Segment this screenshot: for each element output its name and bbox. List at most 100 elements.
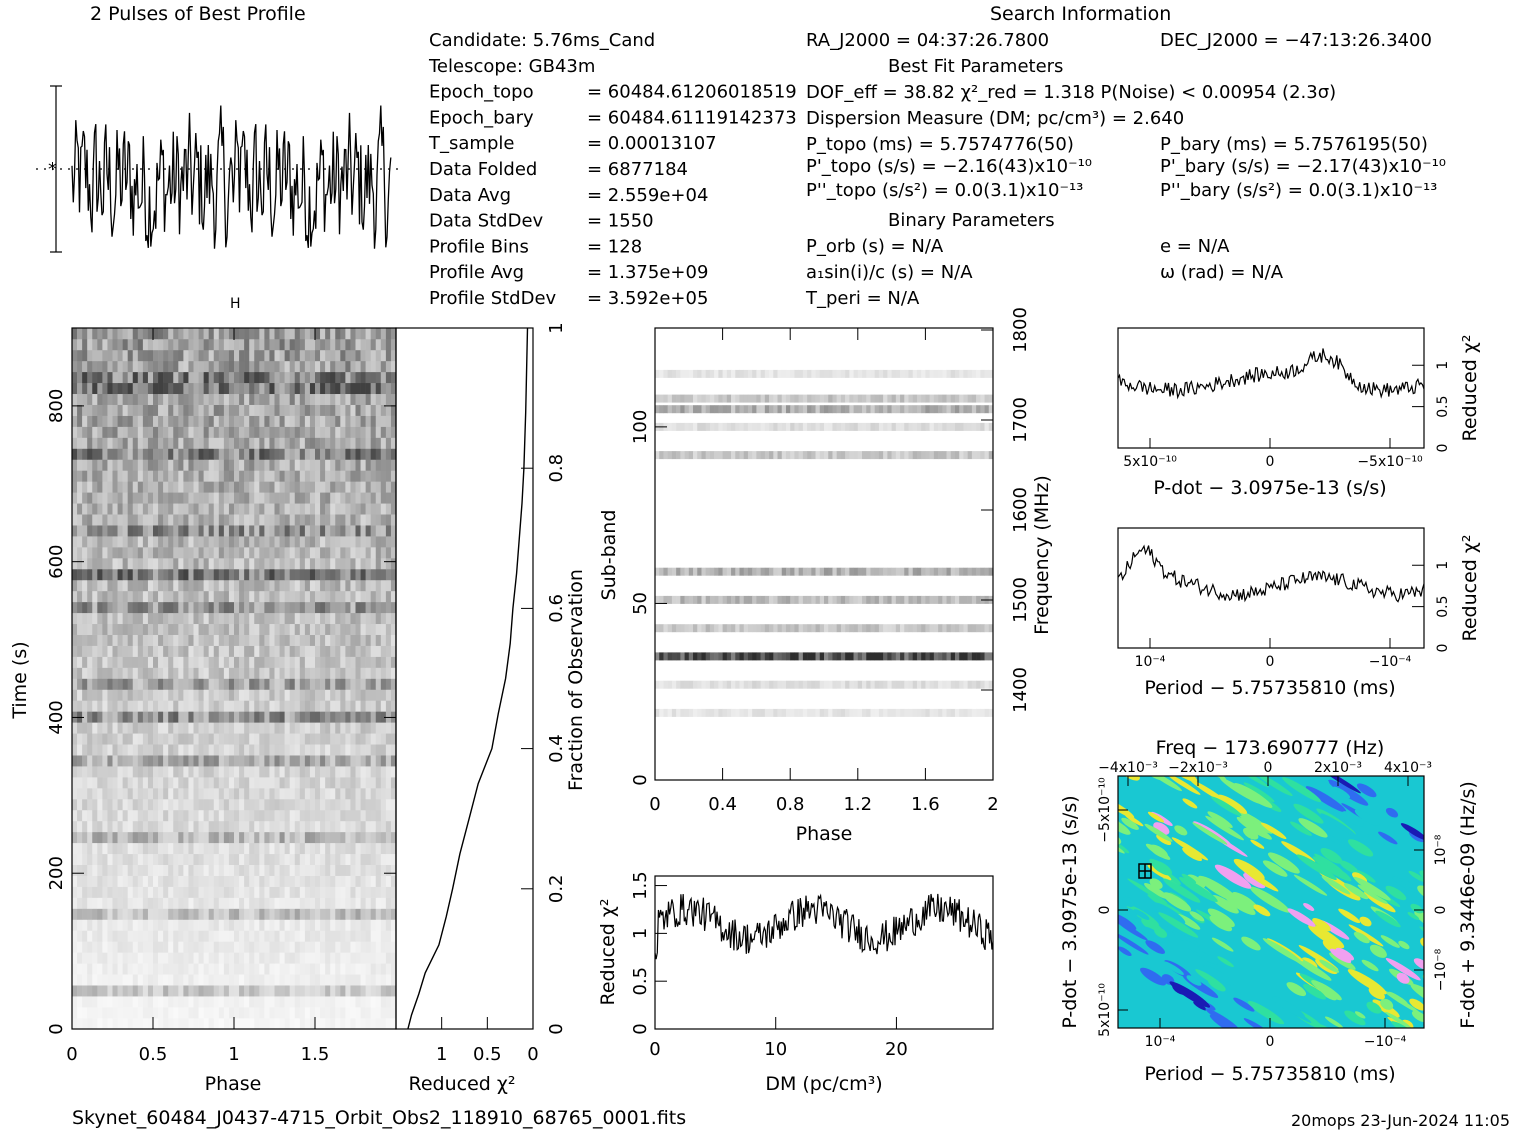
time-phase-cell xyxy=(198,437,204,449)
time-phase-cell xyxy=(385,985,392,997)
time-phase-cell xyxy=(127,996,134,1008)
time-phase-cell xyxy=(299,864,306,876)
time-phase-cell xyxy=(370,842,377,855)
time-phase-cell xyxy=(345,525,351,537)
time-phase-cell xyxy=(198,448,204,460)
time-phase-cell xyxy=(127,547,134,559)
time-phase-cell xyxy=(325,689,331,701)
time-phase-cell xyxy=(279,798,285,811)
time-phase-cell xyxy=(234,645,240,657)
time-phase-cell xyxy=(320,875,326,887)
time-phase-cell xyxy=(137,798,144,811)
subband-cell xyxy=(671,369,677,378)
time-phase-cell xyxy=(249,371,255,384)
time-phase-cell xyxy=(77,601,83,614)
time-phase-cell xyxy=(87,503,93,515)
subband-cell xyxy=(680,595,685,604)
time-phase-cell xyxy=(223,382,230,395)
subband-cell xyxy=(895,624,901,633)
subband-cell xyxy=(811,652,816,661)
time-phase-cell xyxy=(239,678,245,690)
time-phase-cell xyxy=(304,919,311,931)
time-phase-cell xyxy=(284,733,290,745)
time-phase-cell xyxy=(82,459,88,471)
time-phase-cell xyxy=(198,667,204,679)
time-phase-cell xyxy=(147,612,154,625)
time-phase-cell xyxy=(117,437,123,449)
time-phase-cell xyxy=(153,656,159,668)
subband-cell xyxy=(747,405,753,414)
time-phase-cell xyxy=(97,952,103,964)
subband-cell xyxy=(878,708,884,717)
time-phase-cell xyxy=(158,481,164,493)
time-phase-cell xyxy=(178,766,184,778)
subband-cell xyxy=(933,708,939,717)
time-phase-cell xyxy=(92,798,98,811)
time-phase-cell xyxy=(92,601,98,614)
time-phase-cell xyxy=(228,974,235,986)
time-phase-cell xyxy=(355,798,361,811)
time-phase-cell xyxy=(294,711,301,723)
time-phase-cell xyxy=(198,744,204,756)
time-phase-cell xyxy=(193,820,199,833)
subband-cell xyxy=(971,652,977,661)
time-phase-cell xyxy=(299,996,306,1008)
time-phase-cell xyxy=(325,536,331,548)
time-phase-cell xyxy=(380,514,387,526)
time-phase-cell xyxy=(340,886,346,898)
time-phase-cell xyxy=(309,1007,316,1019)
fraction-chi2-xtick: 0 xyxy=(527,1044,538,1065)
time-phase-cell xyxy=(375,612,382,625)
time-phase-cell xyxy=(87,919,93,931)
time-phase-cell xyxy=(132,371,139,384)
time-phase-cell xyxy=(228,908,235,920)
subband-cell xyxy=(785,369,791,378)
time-phase-cell xyxy=(299,536,306,548)
time-phase-cell xyxy=(77,831,83,844)
time-phase-cell xyxy=(183,448,189,460)
time-phase-cell xyxy=(188,415,194,427)
time-phase-cell xyxy=(249,393,255,405)
time-phase-cell xyxy=(92,426,98,438)
time-phase-cell xyxy=(198,1007,204,1019)
time-phase-cell xyxy=(320,590,326,603)
subband-cell xyxy=(811,451,816,460)
time-phase-cell xyxy=(380,601,387,614)
time-phase-cell xyxy=(198,952,204,964)
time-phase-cell xyxy=(375,919,382,931)
time-phase-cell xyxy=(168,656,174,668)
time-phase-cell xyxy=(234,722,240,734)
time-phase-cell xyxy=(213,415,220,427)
subband-cell xyxy=(959,624,964,633)
time-phase-cell xyxy=(122,777,128,789)
time-phase-cell xyxy=(330,755,336,767)
subband-cell xyxy=(726,624,732,633)
time-phase-cell xyxy=(380,612,387,625)
subband-cell xyxy=(781,394,787,403)
time-phase-cell xyxy=(390,985,397,997)
time-phase-cell xyxy=(350,985,356,997)
time-phase-cell xyxy=(173,733,179,745)
time-phase-cell xyxy=(112,360,118,373)
time-phase-cell xyxy=(254,798,260,811)
time-phase-cell xyxy=(380,426,387,438)
time-phase-cell xyxy=(228,547,235,559)
time-phase-cell xyxy=(142,864,149,876)
time-phase-cell xyxy=(254,700,260,712)
time-phase-cell xyxy=(249,437,255,449)
time-phase-cell xyxy=(355,371,361,384)
time-phase-cell xyxy=(142,667,149,679)
time-phase-cell xyxy=(168,492,174,504)
time-phase-cell xyxy=(153,908,159,920)
time-phase-cell xyxy=(122,996,128,1008)
time-phase-cell xyxy=(107,809,113,822)
time-phase-cell xyxy=(117,590,123,603)
time-phase-cell xyxy=(360,842,366,855)
time-phase-cell xyxy=(234,448,240,460)
time-phase-cell xyxy=(168,722,174,734)
time-phase-cell xyxy=(153,941,159,953)
time-phase-cell xyxy=(127,371,134,384)
time-phase-cell xyxy=(178,678,184,690)
subband-cell xyxy=(764,624,770,633)
time-phase-cell xyxy=(340,930,346,942)
